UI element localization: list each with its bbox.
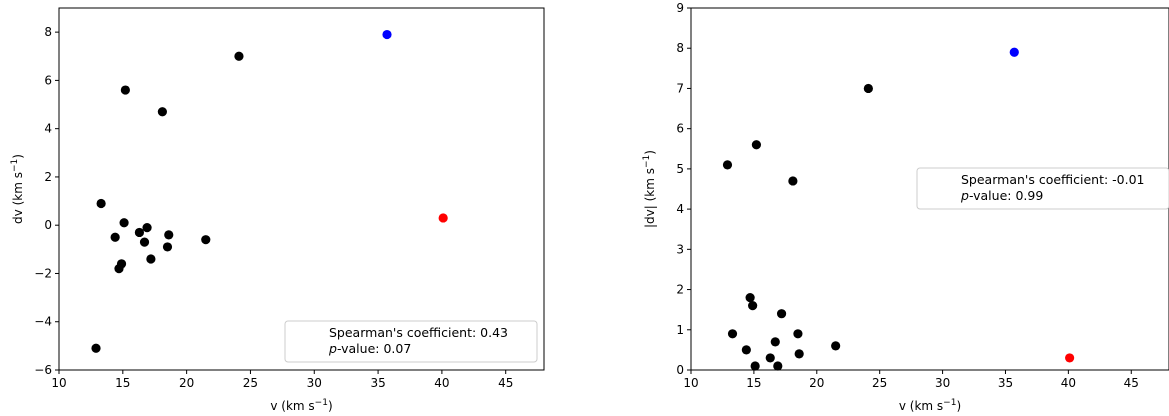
data-point: [96, 198, 106, 209]
data-point: [438, 213, 448, 223]
x-tick-label: 35: [370, 376, 385, 390]
data-point: [234, 51, 244, 61]
x-tick-label: 15: [746, 376, 761, 390]
data-point: [863, 83, 873, 94]
y-tick-label: 6: [676, 122, 684, 136]
data-point: [773, 361, 783, 371]
y-axis-label: dv (km s−1): [10, 154, 25, 224]
y-tick-label: 2: [44, 170, 52, 184]
left-panel-dv-vs-v: 10 15 20 25 30 35 40 45 −6 −4 −2 0 2 4 6 8 v (km s−1) dv …: [10, 7, 545, 413]
x-tick-label: 25: [872, 376, 887, 390]
data-point: [750, 361, 760, 371]
x-tick-label: 30: [307, 376, 322, 390]
x-tick-label: 45: [1124, 376, 1139, 390]
x-tick-label: 40: [434, 376, 449, 390]
data-point: [382, 29, 392, 40]
data-point: [765, 353, 775, 363]
data-point: [741, 345, 751, 355]
data-point: [794, 349, 804, 359]
data-point: [110, 232, 120, 242]
legend-pvalue-text: p-value: 0.99: [960, 188, 1043, 203]
data-point: [722, 160, 733, 170]
data-point: [91, 343, 101, 353]
x-tick-label: 20: [179, 376, 194, 390]
data-point: [793, 329, 803, 339]
x-axis-label: v (km s−1): [899, 398, 961, 413]
y-axis-label: |dv| (km s−1): [642, 150, 657, 228]
data-point: [119, 218, 129, 228]
data-point: [162, 242, 173, 252]
x-tick-label: 10: [51, 376, 66, 390]
data-point: [142, 223, 152, 233]
legend-box: [916, 167, 1169, 210]
y-tick-label: 0: [44, 218, 52, 232]
x-tick-label: 35: [998, 376, 1013, 390]
data-point: [748, 301, 758, 311]
y-tick-label: 4: [44, 122, 52, 136]
x-tick-label: 25: [243, 376, 258, 390]
data-point: [745, 293, 755, 303]
data-point: [157, 107, 167, 117]
y-tick-label: 3: [676, 242, 684, 256]
data-point: [164, 230, 174, 240]
data-point: [116, 259, 127, 269]
y-tick-label: 8: [676, 41, 684, 55]
data-point: [146, 254, 156, 264]
data-point: [120, 85, 130, 95]
y-tick-label: 9: [676, 1, 684, 15]
axes-frame: [690, 7, 1169, 371]
data-point: [201, 235, 211, 245]
x-axis-label: v (km s−1): [270, 398, 332, 413]
x-tick-label: 15: [115, 376, 130, 390]
y-tick-label: 8: [44, 25, 52, 39]
data-point: [788, 176, 798, 186]
legend-spearman-text: Spearman's coefficient: -0.01: [961, 172, 1145, 187]
data-point: [770, 337, 780, 347]
axes-frame: [58, 7, 545, 371]
data-point: [134, 227, 145, 238]
x-tick-label: 10: [683, 376, 698, 390]
legend-box: [284, 320, 538, 363]
data-point: [1009, 47, 1019, 57]
y-tick-label: −2: [34, 266, 52, 280]
data-point: [1065, 353, 1075, 363]
data-point: [751, 140, 762, 150]
data-point: [727, 329, 738, 339]
y-tick-label: 1: [676, 323, 684, 337]
y-tick-label: −4: [34, 315, 52, 329]
x-tick-label: 30: [935, 376, 950, 390]
y-tick-label: 7: [676, 81, 684, 95]
y-tick-label: 6: [44, 73, 52, 87]
data-point: [831, 341, 841, 351]
y-tick-label: 5: [676, 162, 684, 176]
y-tick-label: 0: [676, 363, 684, 377]
legend-pvalue-text: p-value: 0.07: [328, 341, 411, 356]
data-point: [776, 309, 787, 319]
y-tick-label: 4: [676, 202, 684, 216]
legend-spearman-text: Spearman's coefficient: 0.43: [329, 325, 508, 340]
y-tick-label: −6: [34, 363, 52, 377]
x-tick-label: 45: [498, 376, 513, 390]
x-tick-label: 20: [809, 376, 824, 390]
data-point: [139, 237, 150, 247]
x-tick-label: 40: [1061, 376, 1076, 390]
y-tick-label: 2: [676, 283, 684, 297]
